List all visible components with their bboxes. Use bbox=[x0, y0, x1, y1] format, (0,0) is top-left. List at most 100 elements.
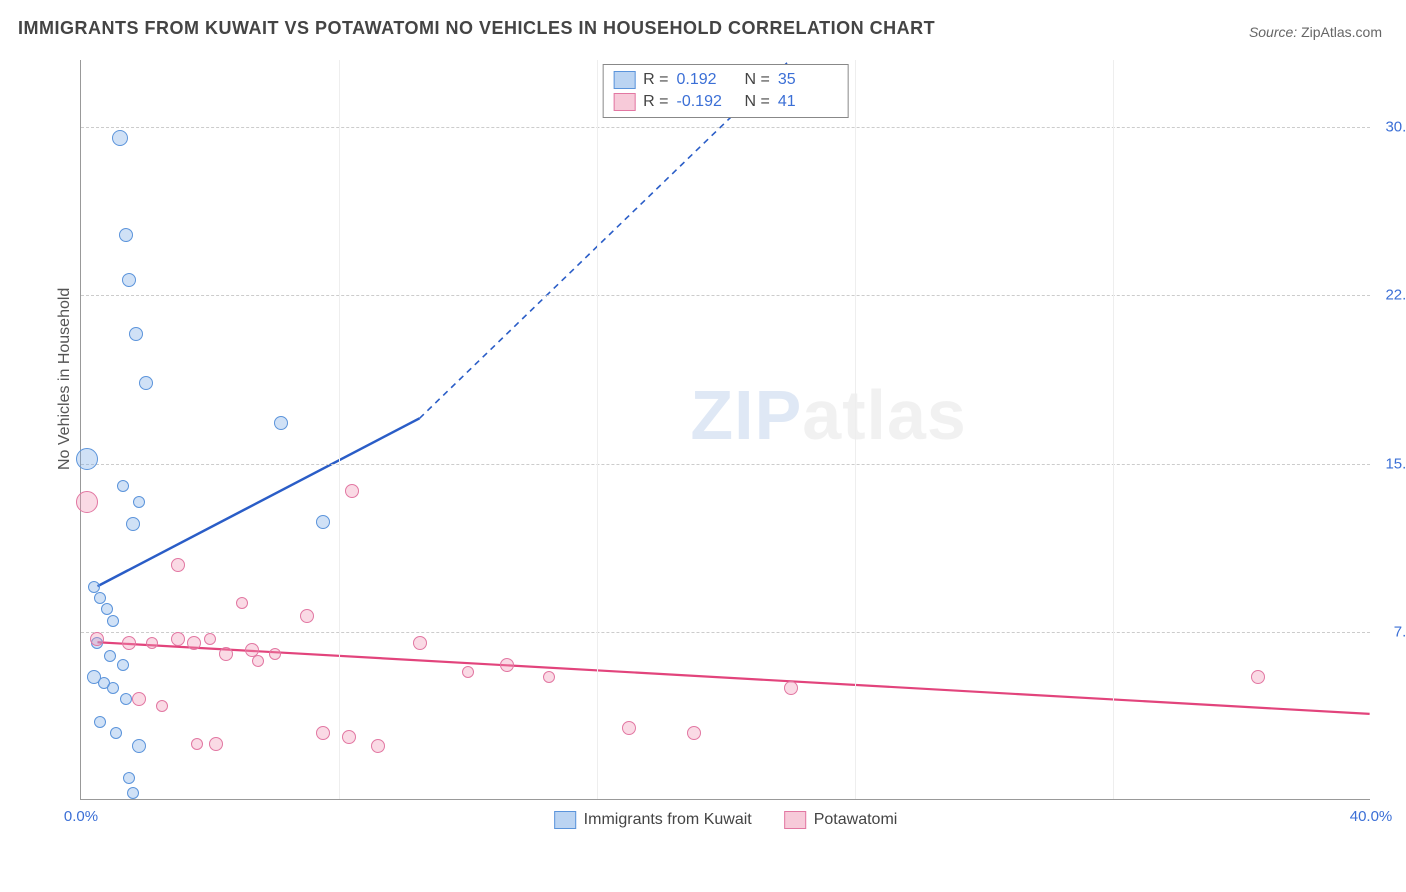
xtick-label: 40.0% bbox=[1350, 808, 1393, 825]
data-point bbox=[127, 787, 139, 799]
data-point bbox=[219, 647, 233, 661]
data-point bbox=[94, 716, 106, 728]
data-point bbox=[316, 515, 330, 529]
data-point bbox=[191, 738, 203, 750]
trend-line bbox=[97, 642, 1369, 714]
data-point bbox=[316, 726, 330, 740]
data-point bbox=[117, 659, 129, 671]
gridline-h bbox=[81, 295, 1370, 296]
legend-stats: R = 0.192 N = 35 R = -0.192 N = 41 bbox=[602, 64, 849, 118]
watermark: ZIPatlas bbox=[690, 375, 966, 455]
data-point bbox=[252, 655, 264, 667]
data-point bbox=[156, 700, 168, 712]
data-point bbox=[187, 636, 201, 650]
r-label: R = bbox=[643, 71, 668, 89]
source-name: ZipAtlas.com bbox=[1301, 24, 1382, 40]
ytick-label: 15.0% bbox=[1385, 455, 1406, 472]
data-point bbox=[120, 693, 132, 705]
data-point bbox=[110, 727, 122, 739]
data-point bbox=[371, 739, 385, 753]
data-point bbox=[784, 681, 798, 695]
plot-region: ZIPatlas R = 0.192 N = 35 R = -0.192 N =… bbox=[80, 60, 1370, 800]
data-point bbox=[171, 558, 185, 572]
data-point bbox=[1251, 670, 1265, 684]
legend-bottom: Immigrants from Kuwait Potawatomi bbox=[554, 811, 898, 829]
data-point bbox=[342, 730, 356, 744]
data-point bbox=[300, 609, 314, 623]
data-point bbox=[117, 480, 129, 492]
data-point bbox=[209, 737, 223, 751]
watermark-zip: ZIP bbox=[690, 376, 802, 454]
legend-item: Immigrants from Kuwait bbox=[554, 811, 752, 829]
data-point bbox=[76, 491, 98, 513]
data-point bbox=[132, 692, 146, 706]
data-point bbox=[88, 581, 100, 593]
data-point bbox=[107, 682, 119, 694]
gridline-h bbox=[81, 632, 1370, 633]
data-point bbox=[133, 496, 145, 508]
gridline-v bbox=[339, 60, 340, 799]
data-point bbox=[119, 228, 133, 242]
ytick-label: 30.0% bbox=[1385, 119, 1406, 136]
gridline-v bbox=[1113, 60, 1114, 799]
data-point bbox=[543, 671, 555, 683]
r-value-pink: -0.192 bbox=[677, 93, 737, 111]
data-point bbox=[500, 658, 514, 672]
watermark-atlas: atlas bbox=[802, 376, 967, 454]
trend-lines bbox=[81, 60, 1370, 799]
legend-label: Immigrants from Kuwait bbox=[584, 811, 752, 829]
data-point bbox=[132, 739, 146, 753]
data-point bbox=[622, 721, 636, 735]
data-point bbox=[94, 592, 106, 604]
data-point bbox=[413, 636, 427, 650]
ytick-label: 22.5% bbox=[1385, 287, 1406, 304]
data-point bbox=[129, 327, 143, 341]
data-point bbox=[146, 637, 158, 649]
data-point bbox=[76, 448, 98, 470]
legend-stats-row: R = 0.192 N = 35 bbox=[613, 69, 838, 91]
source-label: Source: bbox=[1249, 24, 1297, 40]
data-point bbox=[126, 517, 140, 531]
legend-label: Potawatomi bbox=[814, 811, 898, 829]
gridline-h bbox=[81, 464, 1370, 465]
data-point bbox=[236, 597, 248, 609]
data-point bbox=[687, 726, 701, 740]
legend-swatch-blue bbox=[554, 811, 576, 829]
trend-line bbox=[97, 418, 419, 586]
data-point bbox=[139, 376, 153, 390]
chart-area: No Vehicles in Household ZIPatlas R = 0.… bbox=[50, 60, 1370, 840]
data-point bbox=[101, 603, 113, 615]
data-point bbox=[274, 416, 288, 430]
n-label: N = bbox=[745, 71, 770, 89]
source-credit: Source: ZipAtlas.com bbox=[1249, 24, 1382, 40]
gridline-v bbox=[597, 60, 598, 799]
data-point bbox=[122, 273, 136, 287]
data-point bbox=[112, 130, 128, 146]
legend-stats-row: R = -0.192 N = 41 bbox=[613, 91, 838, 113]
r-label: R = bbox=[643, 93, 668, 111]
y-axis-label: No Vehicles in Household bbox=[56, 288, 74, 470]
gridline-h bbox=[81, 127, 1370, 128]
data-point bbox=[90, 632, 104, 646]
data-point bbox=[123, 772, 135, 784]
data-point bbox=[107, 615, 119, 627]
n-value-blue: 35 bbox=[778, 71, 838, 89]
data-point bbox=[204, 633, 216, 645]
data-point bbox=[462, 666, 474, 678]
legend-item: Potawatomi bbox=[784, 811, 898, 829]
legend-swatch-blue bbox=[613, 71, 635, 89]
r-value-blue: 0.192 bbox=[677, 71, 737, 89]
gridline-v bbox=[855, 60, 856, 799]
xtick-label: 0.0% bbox=[64, 808, 98, 825]
ytick-label: 7.5% bbox=[1394, 623, 1406, 640]
data-point bbox=[104, 650, 116, 662]
legend-swatch-pink bbox=[784, 811, 806, 829]
data-point bbox=[345, 484, 359, 498]
data-point bbox=[122, 636, 136, 650]
n-value-pink: 41 bbox=[778, 93, 838, 111]
n-label: N = bbox=[745, 93, 770, 111]
data-point bbox=[171, 632, 185, 646]
legend-swatch-pink bbox=[613, 93, 635, 111]
chart-title: IMMIGRANTS FROM KUWAIT VS POTAWATOMI NO … bbox=[18, 18, 935, 39]
data-point bbox=[269, 648, 281, 660]
